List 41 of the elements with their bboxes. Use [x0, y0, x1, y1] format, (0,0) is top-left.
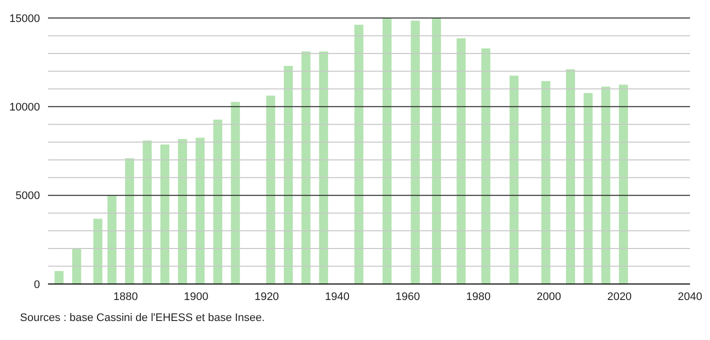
x-tick-label: 1900 — [184, 290, 208, 303]
bar — [432, 18, 441, 284]
bar — [178, 138, 187, 284]
bar — [601, 86, 610, 284]
bar — [354, 24, 364, 284]
bar — [510, 76, 519, 284]
bar — [107, 196, 116, 284]
x-tick-label: 2000 — [536, 290, 562, 303]
source-note: Sources : base Cassini de l'EHESS et base Insee. — [20, 312, 266, 324]
bar — [196, 138, 205, 284]
bar — [160, 144, 170, 284]
bar — [72, 248, 82, 284]
x-tick-label: 2020 — [607, 290, 632, 303]
bar — [54, 271, 64, 284]
y-tick-label: 10000 — [9, 102, 40, 114]
bar — [584, 93, 593, 284]
bar — [618, 84, 628, 284]
bar — [213, 120, 222, 284]
bar — [284, 66, 293, 284]
bar — [541, 81, 550, 284]
bar — [266, 96, 276, 284]
bar — [319, 52, 328, 284]
y-tick-label: 0 — [34, 278, 40, 291]
bar — [93, 218, 102, 284]
x-tick-label: 2040 — [678, 290, 702, 303]
bar — [142, 140, 152, 284]
bar — [382, 18, 392, 284]
x-tick-label: 1920 — [254, 290, 279, 303]
x-tick-label: 1980 — [466, 290, 491, 303]
x-tick-label: 1940 — [325, 290, 350, 303]
y-tick-label: 5000 — [16, 190, 40, 202]
bar — [410, 20, 420, 284]
bar — [230, 102, 240, 284]
bar — [481, 48, 490, 284]
bar — [566, 69, 576, 284]
x-tick-label: 1960 — [396, 290, 420, 303]
bar — [456, 38, 466, 284]
bar — [301, 52, 310, 284]
bar — [125, 158, 134, 284]
y-tick-label: 15000 — [9, 12, 40, 25]
x-tick-label: 1880 — [113, 290, 138, 303]
